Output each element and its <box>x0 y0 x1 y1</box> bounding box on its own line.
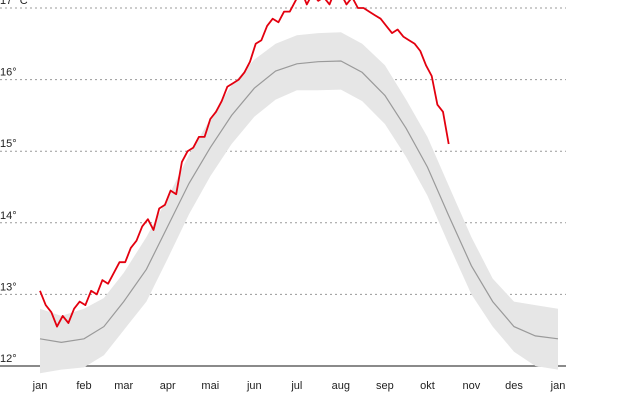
y-tick-label: 15° <box>0 138 17 150</box>
x-tick-label: apr <box>160 380 176 392</box>
y-tick-label: 13° <box>0 281 17 293</box>
y-tick-labels: 12° 13° 14° 15° 16° 17° C <box>0 0 28 365</box>
y-tick-label: 17° C <box>0 0 28 7</box>
x-tick-label: aug <box>332 380 350 392</box>
y-tick-label: 14° <box>0 210 17 222</box>
x-tick-label: mar <box>114 380 133 392</box>
x-tick-label: sep <box>376 380 394 392</box>
x-tick-label: des <box>505 380 523 392</box>
current-line-layer <box>39 0 450 328</box>
x-tick-labels: jan feb mar apr mai jun jul aug sep okt nov des jan <box>32 380 566 392</box>
y-tick-label: 12° <box>0 353 17 365</box>
x-tick-label: jan <box>32 380 48 392</box>
x-tick-label: nov <box>463 380 481 392</box>
x-tick-label: okt <box>420 380 435 392</box>
x-tick-label: feb <box>76 380 91 392</box>
average-range-band <box>40 32 558 374</box>
x-tick-label: mai <box>201 380 219 392</box>
x-tick-label: jun <box>246 380 262 392</box>
y-tick-label: 16° <box>0 67 17 79</box>
x-tick-label: jul <box>290 380 302 392</box>
x-tick-label: jan <box>550 380 566 392</box>
average-temperature-line <box>39 60 559 344</box>
average-range-band-area <box>40 32 558 374</box>
average-line-layer <box>39 60 559 344</box>
current-temperature-line <box>39 0 450 328</box>
